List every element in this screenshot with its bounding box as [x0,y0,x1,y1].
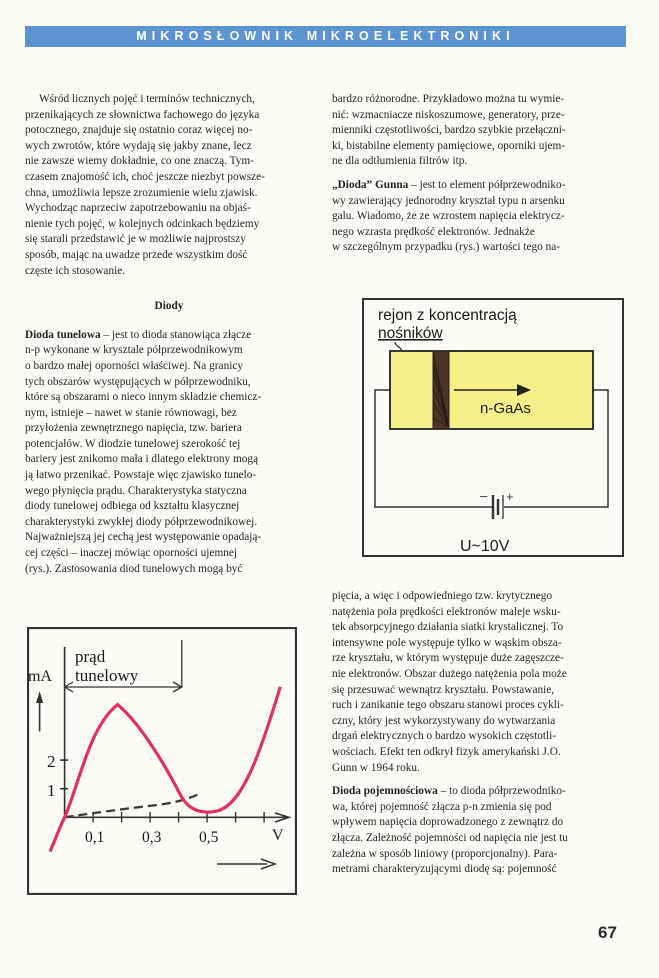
svg-text:2: 2 [47,752,56,771]
svg-text:0,1: 0,1 [85,829,104,846]
svg-text:0,3: 0,3 [142,829,162,846]
svg-text:n-GaAs: n-GaAs [480,400,531,417]
svg-text:nośników: nośników [378,325,443,342]
svg-text:1: 1 [47,781,56,800]
svg-text:prąd: prąd [75,647,106,666]
svg-text:rejon z koncentracją: rejon z koncentracją [378,307,517,324]
svg-text:0,5: 0,5 [199,829,219,846]
svg-text:V: V [272,827,284,844]
svg-text:mA: mA [28,668,52,685]
svg-text:U~10V: U~10V [460,538,510,555]
svg-text:+: + [506,489,514,504]
svg-text:–: – [480,488,488,503]
svg-text:tunelowy: tunelowy [75,666,139,685]
